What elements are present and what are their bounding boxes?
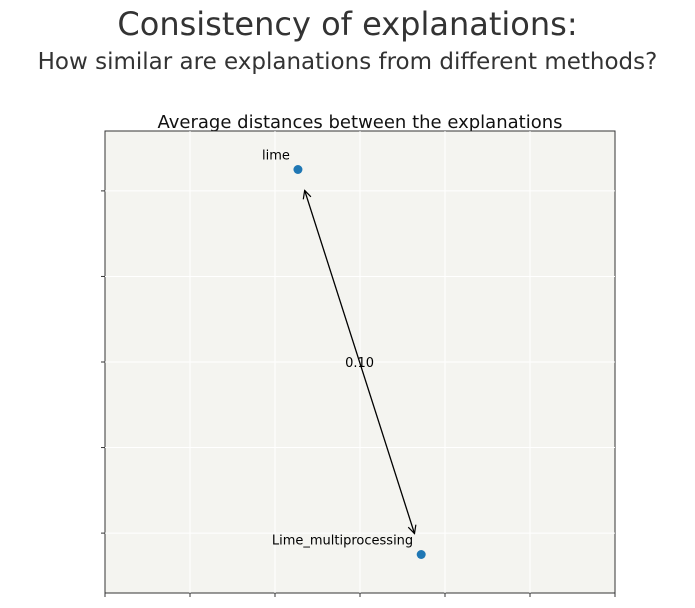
distance-label: 0.10 [345, 356, 374, 371]
page-subtitle: How similar are explanations from differ… [37, 49, 658, 75]
page-title: Consistency of explanations: [117, 5, 578, 43]
axes [101, 190, 616, 597]
point-label: lime [262, 149, 290, 164]
data-point [293, 165, 303, 174]
data-point [416, 550, 426, 559]
data-marks: 0.10 lime Lime_multiprocessing [262, 149, 426, 559]
distance-arrow [305, 190, 415, 533]
point-label: Lime_multiprocessing [272, 534, 413, 549]
chart-title: Average distances between the explanatio… [158, 112, 563, 133]
